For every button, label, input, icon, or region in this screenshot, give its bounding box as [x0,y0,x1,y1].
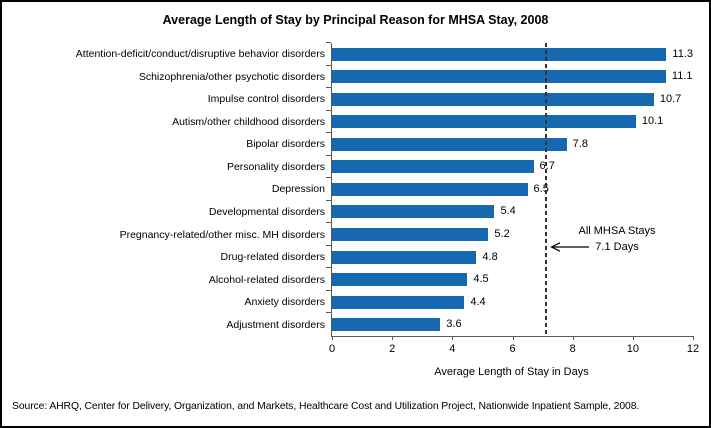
value-label: 10.1 [641,115,664,128]
bar [332,47,667,61]
y-axis-tick [326,312,331,314]
value-label: 3.6 [446,318,462,331]
bar [332,92,654,106]
x-axis-tick-label: 2 [389,343,396,355]
y-axis-tick [326,154,331,156]
plot-area: Attention-deficit/conduct/disruptive beh… [76,42,699,355]
category-label: Schizophrenia/other psychotic disorders [138,70,325,83]
x-axis-tick [332,336,333,340]
y-axis-tick [326,222,331,224]
y-axis-tick [326,42,331,43]
value-label: 7.8 [572,137,588,150]
x-axis-tick-label: 4 [449,343,456,355]
source-note: Source: AHRQ, Center for Delivery, Organ… [12,401,640,412]
value-label: 11.1 [671,70,693,83]
y-axis-tick [326,132,331,134]
bar [332,137,567,151]
x-axis-tick-label: 10 [626,343,639,355]
category-label: Depression [271,183,325,196]
category-label: Autism/other childhood disorders [172,115,325,128]
y-axis-tick [326,289,331,291]
chart-row: Autism/other childhood disorders 10.1 [172,109,693,134]
bar [332,115,636,129]
reference-annotation-line2: 7.1 Days [595,241,639,253]
bar [332,228,489,242]
chart-row: Impulse control disorders 10.7 [208,87,693,111]
value-label: 6.7 [539,160,555,173]
x-axis-tick [693,336,694,340]
category-label: Developmental disorders [208,205,325,218]
chart-row: Pregnancy-related/other misc. MH disorde… [120,222,693,246]
value-label: 10.7 [659,92,682,105]
bar [332,160,534,174]
category-label: Bipolar disorders [246,138,325,151]
x-axis-tick-label: 0 [328,343,336,355]
category-label: Drug-related disorders [220,250,325,263]
value-label: 6.5 [533,182,549,195]
bar [332,182,528,196]
bar [332,205,495,219]
value-label: 5.2 [494,228,510,241]
reference-line [544,43,547,336]
bar [332,70,666,84]
y-axis-tick [326,199,331,201]
chart-row: Adjustment disorders 3.6 [226,312,693,336]
category-label: Anxiety disorders [244,295,325,308]
chart-row: Developmental disorders 5.4 [209,199,693,224]
bar [332,318,441,332]
value-label: 4.4 [470,295,486,308]
arrow-left-icon [550,242,589,252]
x-axis-tick [572,336,574,340]
chart-title: Average Length of Stay by Principal Reas… [162,13,549,27]
y-axis-tick [326,109,331,111]
chart-row: Alcohol-related disorders 4.5 [209,267,693,291]
x-axis-tick-label: 8 [569,343,576,355]
bar [332,295,465,309]
y-axis-tick [326,64,331,66]
bar-rows: Attention-deficit/conduct/disruptive beh… [76,42,693,336]
x-axis-tick [392,336,394,340]
bar [332,250,477,264]
reference-annotation: All MHSA Stays 7.1 Days [557,223,677,255]
x-axis-tick [512,336,514,340]
x-axis-tick-label: 12 [686,343,700,355]
value-label: 4.8 [482,250,498,263]
y-axis-tick [326,87,331,89]
chart-row: Anxiety disorders 4.4 [244,289,693,314]
x-axis-tick [452,336,454,340]
y-axis-tick [326,177,331,179]
x-axis-title: Average Length of Stay in Days [434,366,589,378]
category-label: Adjustment disorders [226,318,325,331]
chart-row: Drug-related disorders 4.8 [221,244,693,269]
category-label: Alcohol-related disorders [208,273,325,286]
chart-row: Attention-deficit/conduct/disruptive beh… [76,42,693,66]
category-label: Personality disorders [226,160,325,173]
x-axis-tick-label: 6 [509,343,516,355]
chart-row: Personality disorders 6.7 [227,154,693,179]
chart-row: Schizophrenia/other psychotic disorders 1… [139,64,693,89]
category-label: Pregnancy-related/other misc. MH disorde… [119,228,325,241]
bar [332,273,468,287]
category-label: Attention-deficit/conduct/disruptive beh… [75,48,325,61]
x-axis-tick [632,336,634,340]
value-label: 11.3 [672,47,693,60]
value-label: 4.5 [473,273,489,286]
y-axis-tick [326,244,331,246]
chart-row: Depression 6.5 [272,177,693,201]
reference-annotation-line1: All MHSA Stays [578,225,656,237]
category-label: Impulse control disorders [207,93,325,106]
value-label: 5.4 [500,205,516,218]
y-axis-tick [326,267,331,269]
chart-row: Bipolar disorders 7.8 [246,132,693,156]
